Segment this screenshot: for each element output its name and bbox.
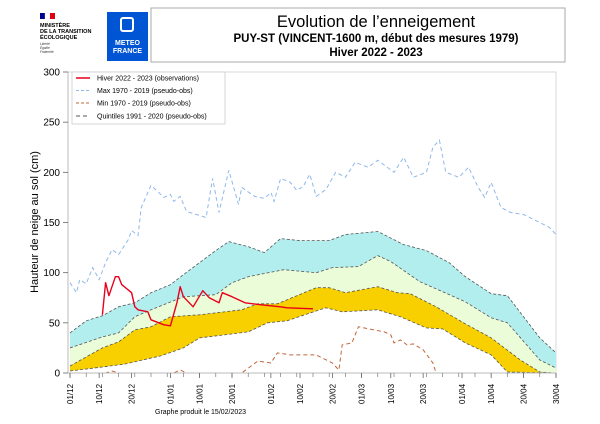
y-tick-label: 50 (49, 318, 61, 329)
x-tick-label: 01/12 (66, 383, 75, 404)
x-tick-label: 30/04 (552, 383, 561, 404)
y-tick-label: 300 (43, 68, 60, 79)
x-tick-label: 20/03 (419, 383, 428, 404)
quintile-line-q20 (69, 307, 557, 374)
legend-label-obs: Hiver 2022 - 2023 (observations) (97, 76, 199, 83)
meteo-logo-text-2: FRANCE (113, 48, 142, 55)
flag-white (44, 12, 51, 20)
band-q60-q80 (70, 231, 556, 368)
legend-item-max: Max 1970 - 2019 (pseudo-obs) (76, 88, 193, 95)
legend-label-max: Max 1970 - 2019 (pseudo-obs) (97, 88, 193, 95)
x-tick-label: 10/01 (196, 383, 205, 404)
min-line (70, 326, 556, 374)
y-tick-label: 100 (43, 268, 60, 279)
chart-subtitle: PUY-ST (VINCENT-1600 m, début des mesure… (233, 33, 518, 45)
ministry-line-3: ÉCOLOGIQUE (40, 33, 78, 41)
x-tick-label: 01/04 (458, 383, 467, 404)
x-tick-label: 01/01 (166, 383, 175, 404)
meteo-logo-text-1: METEO (115, 40, 140, 47)
y-tick-label: 150 (43, 218, 60, 229)
quintile-line-q40 (69, 286, 557, 374)
legend-item-min: Min 1970 - 2019 (pseudo-obs) (76, 101, 191, 108)
quintile-line-q60 (69, 255, 557, 369)
legend-label-min: Min 1970 - 2019 (pseudo-obs) (97, 101, 191, 108)
x-tick-label: 01/03 (358, 383, 367, 404)
x-tick-label: 20/12 (128, 383, 137, 404)
x-tick-label: 01/02 (267, 383, 276, 404)
y-tick-label: 250 (43, 118, 60, 129)
y-tick-label: 200 (43, 168, 60, 179)
meteo-logo-bg (107, 12, 148, 61)
meteo-logo-mark (120, 17, 134, 32)
chart-season: Hiver 2022 - 2023 (329, 47, 422, 59)
legend-label-quintiles: Quintiles 1991 - 2020 (pseudo-obs) (97, 114, 207, 121)
band-q20-q40 (70, 286, 556, 373)
x-tick-label: 20/01 (228, 383, 237, 404)
x-tick-label: 10/04 (487, 383, 496, 404)
y-axis-label: Hauteur de neige au sol (cm) (29, 151, 41, 293)
x-tick-label: 20/02 (328, 383, 337, 404)
flag-red (50, 13, 55, 19)
meteo-france-logo: METEO FRANCE (107, 12, 148, 61)
legend-item-obs: Hiver 2022 - 2023 (observations) (76, 76, 199, 83)
ministry-logo: MINISTÈRE DE LA TRANSITION ÉCOLOGIQUE Li… (40, 12, 91, 54)
quintile-bands (69, 231, 557, 374)
ministry-motto-2: Égalité (40, 45, 50, 50)
y-tick-label: 0 (54, 369, 60, 380)
footer-note: Graphe produit le 15/02/2023 (155, 409, 246, 416)
title-box (150, 7, 566, 63)
legend-box (71, 71, 226, 125)
ministry-motto: Liberté (40, 42, 50, 46)
x-tick-label: 10/03 (387, 383, 396, 404)
legend: Hiver 2022 - 2023 (observations) Max 197… (71, 71, 226, 125)
x-tick-label: 20/04 (520, 383, 529, 404)
quintile-line-q80 (69, 231, 557, 354)
ministry-motto-3: Fraternité (40, 50, 54, 54)
ministry-line-1: MINISTÈRE (40, 21, 70, 29)
ministry-line-2: DE LA TRANSITION (40, 29, 91, 35)
chart-title: Evolution de l’enneigement (277, 13, 476, 31)
x-tick-label: 10/02 (296, 383, 305, 404)
band-q40-q60 (70, 255, 556, 373)
flag-blue (40, 13, 45, 19)
observations-line (101, 276, 314, 327)
max-line (69, 139, 557, 294)
legend-item-quintiles: Quintiles 1991 - 2020 (pseudo-obs) (76, 114, 207, 121)
axes: 0 50 100 150 200 250 300 01/12 10/12 20/12 01/01 10… (43, 68, 561, 405)
x-tick-label: 10/12 (95, 383, 104, 404)
series-lines (69, 139, 557, 374)
